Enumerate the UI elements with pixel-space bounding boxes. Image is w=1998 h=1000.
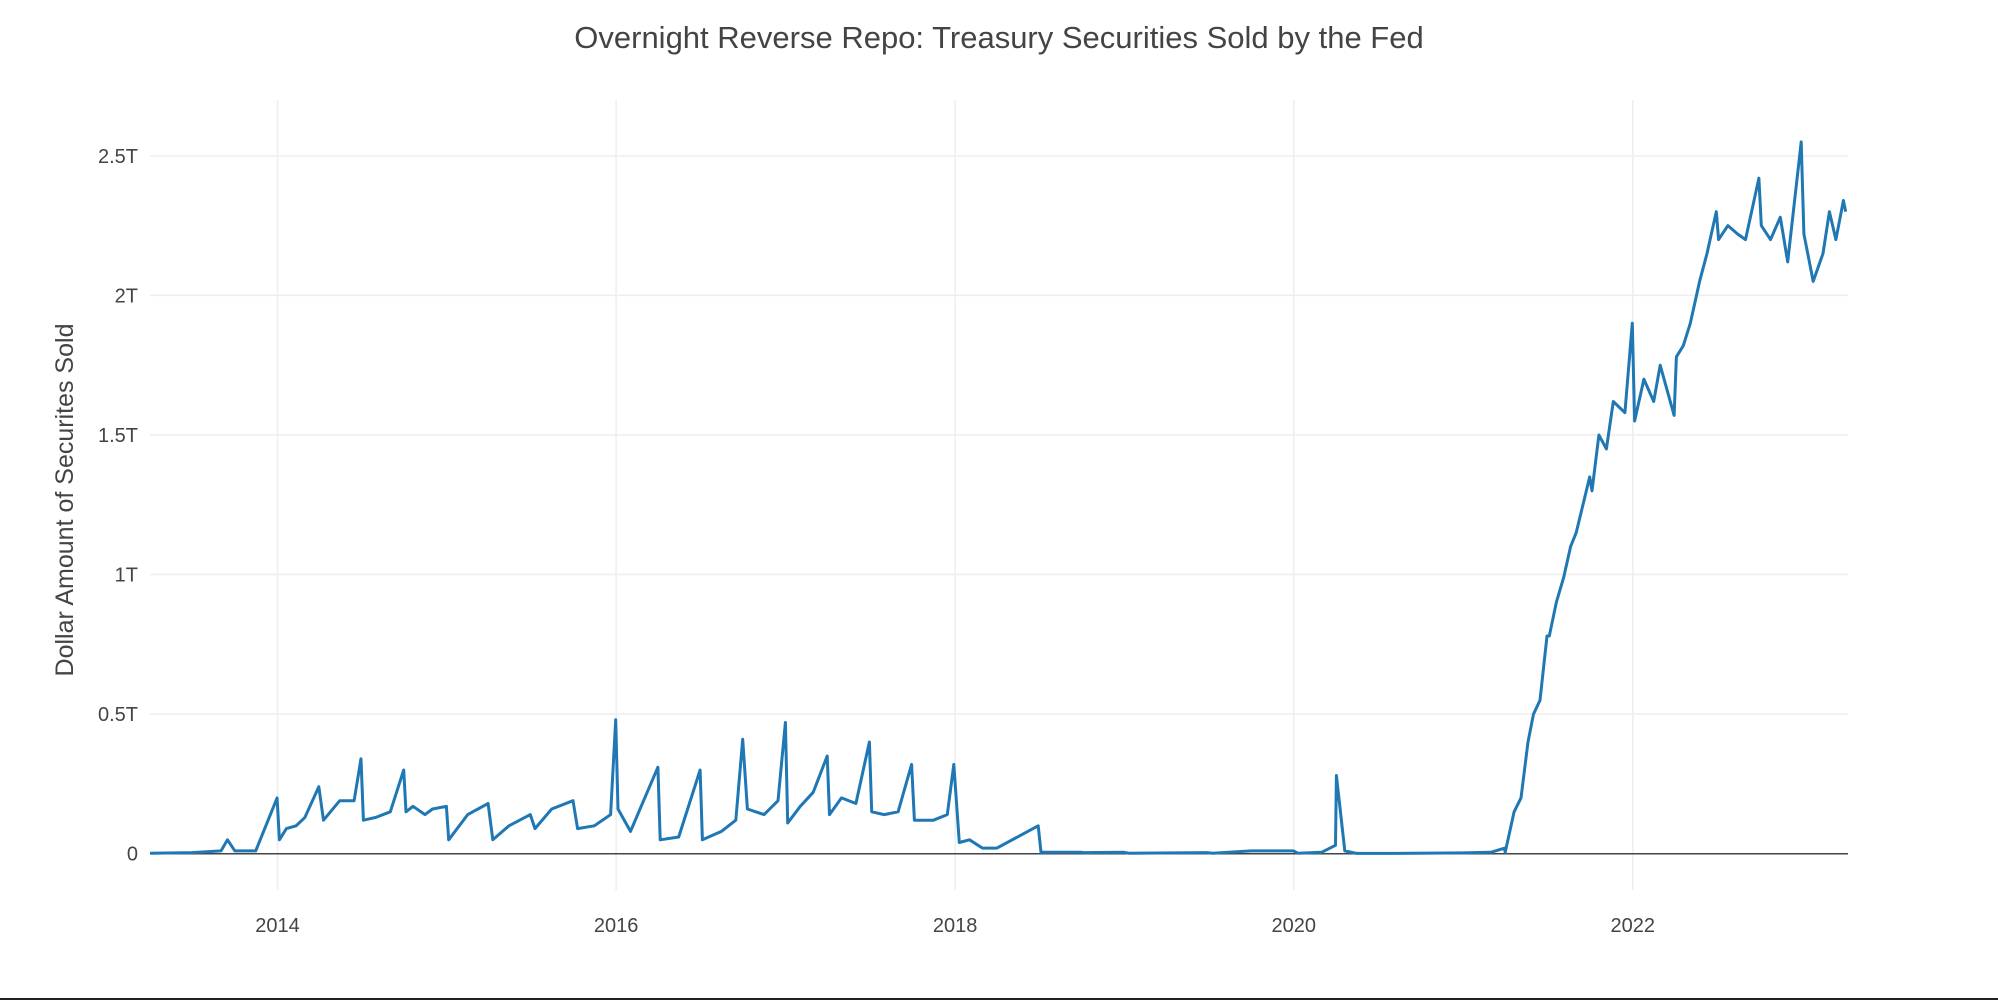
y-axis-ticks: 0 0.5T 1T 1.5T 2T 2.5T (98, 146, 138, 866)
x-tick-label: 2018 (933, 915, 978, 937)
y-tick-label: 0.5T (98, 704, 138, 726)
chart-title: Overnight Reverse Repo: Treasury Securit… (574, 20, 1423, 55)
x-tick-label: 2022 (1611, 915, 1656, 937)
y-tick-label: 2.5T (98, 146, 138, 168)
series-line-reverse-repo (149, 140, 1848, 855)
y-tick-label: 1.5T (98, 425, 138, 447)
x-tick-label: 2020 (1271, 915, 1316, 937)
y-axis-label: Dollar Amount of Securites Sold (51, 324, 79, 677)
x-axis-ticks: 2014 2016 2018 2020 2022 (255, 915, 1655, 937)
x-tick-label: 2016 (594, 915, 639, 937)
y-tick-label: 1T (115, 565, 138, 587)
bottom-border (0, 998, 1998, 1000)
x-tick-label: 2014 (255, 915, 300, 937)
y-tick-label: 2T (115, 285, 138, 307)
y-tick-label: 0 (127, 844, 138, 866)
y-gridlines (150, 155, 1848, 715)
